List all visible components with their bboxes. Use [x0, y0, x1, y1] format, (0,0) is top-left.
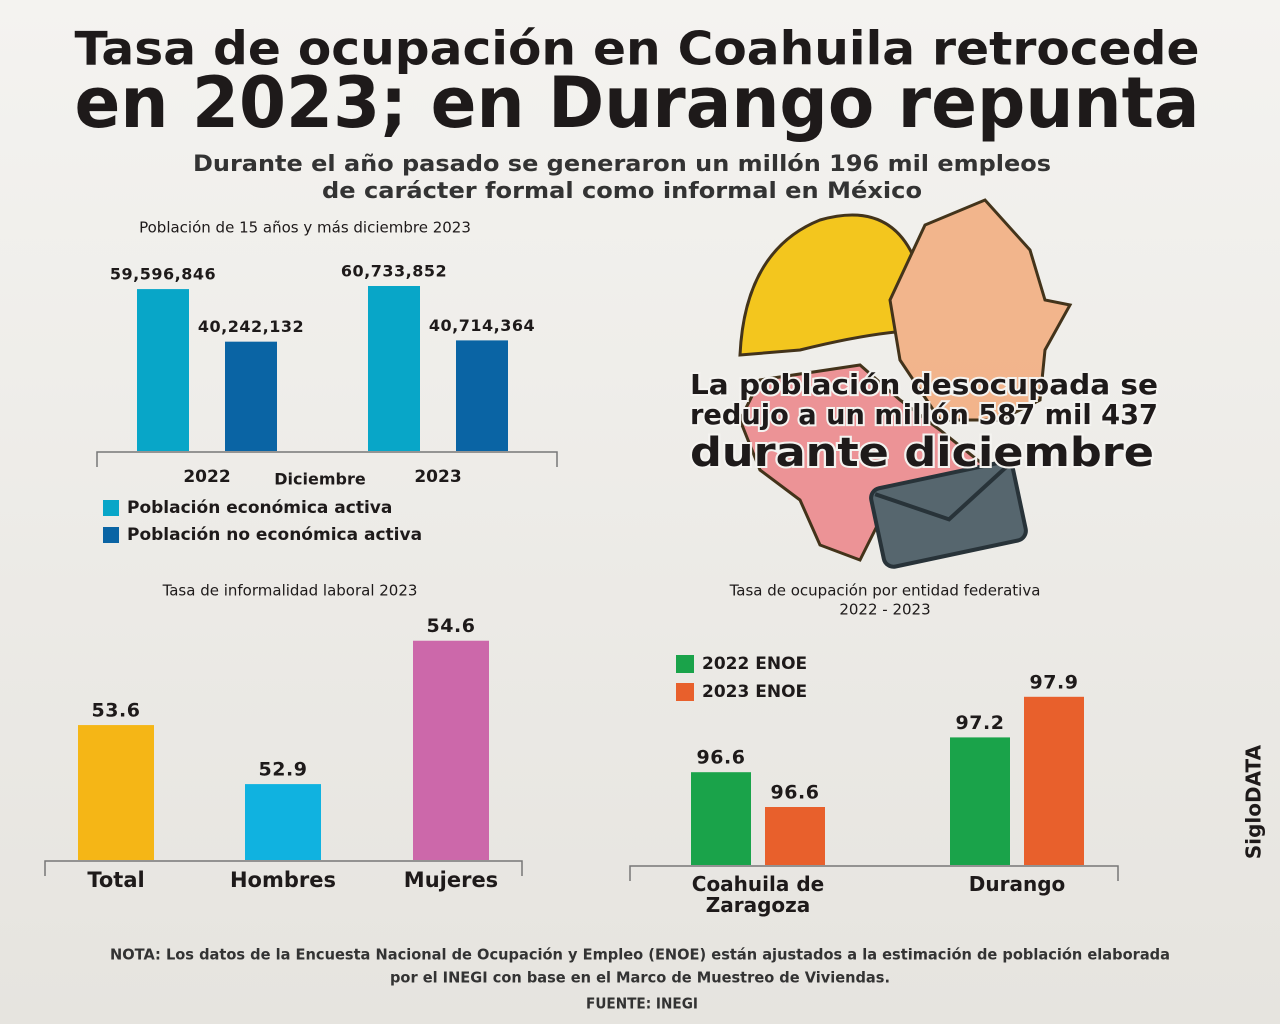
- legend-swatch: [676, 655, 694, 673]
- value-label: 53.6: [92, 700, 141, 722]
- chart-subtitle: 2022 - 2023: [839, 601, 930, 619]
- subtitle-line: de carácter formal como informal en Méxi…: [322, 179, 922, 204]
- source: FUENTE: INEGI: [586, 995, 698, 1013]
- bar: [950, 737, 1010, 865]
- value-label: 52.9: [259, 759, 308, 781]
- bar: [765, 807, 825, 865]
- bar: [1024, 696, 1084, 865]
- legend-swatch: [103, 527, 119, 543]
- bar: [225, 341, 277, 451]
- callout-line: durante diciembre: [690, 430, 1154, 476]
- x-tick-label: Mujeres: [403, 868, 499, 892]
- callout-line: redujo a un millón 587 mil 437: [690, 398, 1158, 431]
- note-line: NOTA: Los datos de la Encuesta Nacional …: [110, 946, 1170, 964]
- x-tick-label: 2023: [414, 467, 462, 487]
- chart-title: Tasa de informalidad laboral 2023: [162, 582, 418, 600]
- x-tick-label: Coahuila de Zaragoza: [691, 872, 825, 917]
- title-line: en 2023; en Durango repunta: [75, 62, 1200, 144]
- value-label: 97.9: [1030, 671, 1079, 693]
- x-tick-label: Durango: [968, 872, 1066, 896]
- chart-title: Población de 15 años y más diciembre 202…: [139, 219, 471, 237]
- legend-label: 2022 ENOE: [702, 654, 807, 674]
- value-label: 40,714,364: [429, 316, 535, 335]
- legend-swatch: [676, 683, 694, 701]
- note-line: por el INEGI con base en el Marco de Mue…: [390, 969, 890, 987]
- value-label: 59,596,846: [110, 265, 216, 284]
- x-tick-label: 2022: [183, 467, 231, 487]
- legend-swatch: [103, 500, 119, 516]
- callout: La población desocupada se redujo a un m…: [688, 366, 1160, 478]
- legend-label: Población no económica activa: [127, 525, 422, 545]
- bar: [413, 640, 489, 860]
- value-label: 40,242,132: [198, 317, 304, 336]
- bar: [456, 340, 508, 451]
- x-axis-label: Diciembre: [274, 470, 366, 489]
- title-line: Tasa de ocupación en Coahuila retrocede: [75, 22, 1200, 76]
- legend-label: 2023 ENOE: [702, 682, 807, 702]
- x-tick-label: Total: [87, 868, 145, 892]
- brand: SigloDATA: [1242, 744, 1266, 859]
- decoration: [738, 198, 1073, 569]
- bar: [368, 286, 420, 451]
- value-label: 97.2: [956, 712, 1005, 734]
- bar: [691, 772, 751, 865]
- callout-line: La población desocupada se: [690, 368, 1158, 401]
- chart-title: Tasa de ocupación por entidad federativa: [729, 582, 1041, 600]
- bar: [245, 784, 321, 860]
- value-label: 96.6: [771, 782, 820, 804]
- value-label: 54.6: [427, 615, 476, 637]
- x-axis: [44, 860, 523, 876]
- legend-label: Población económica activa: [127, 498, 392, 518]
- subtitle-line: Durante el año pasado se generaron un mi…: [193, 152, 1051, 177]
- bar: [78, 725, 154, 860]
- x-axis: [629, 865, 1119, 881]
- value-label: 96.6: [697, 747, 746, 769]
- bar: [137, 289, 189, 451]
- x-tick-label: Hombres: [229, 868, 336, 892]
- x-axis: [96, 451, 558, 467]
- value-label: 60,733,852: [341, 262, 447, 281]
